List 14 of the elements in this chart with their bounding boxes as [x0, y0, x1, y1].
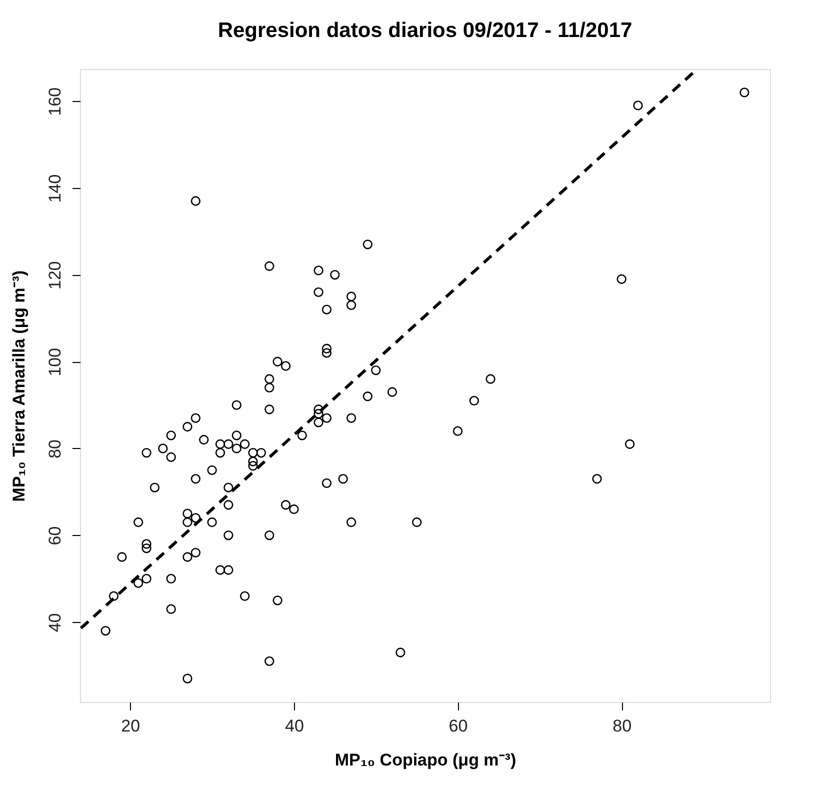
- y-tick-label: 120: [46, 261, 64, 290]
- x-tick-label: 40: [284, 716, 304, 736]
- x-tick-label: 80: [612, 716, 632, 736]
- y-tick-label: 100: [46, 348, 64, 376]
- y-tick-label: 60: [46, 526, 64, 546]
- x-tick-label: 20: [121, 716, 140, 736]
- y-axis-title: MP₁₀ Tierra Amarilla (μg m⁻³): [10, 270, 28, 502]
- y-tick-label: 140: [46, 174, 64, 203]
- y-tick-label: 160: [46, 87, 64, 116]
- x-axis-title: MP₁₀ Copiapo (μg m⁻³): [334, 750, 516, 770]
- x-tick-label: 60: [448, 716, 468, 736]
- y-tick-label: 40: [46, 613, 64, 632]
- y-tick-label: 80: [46, 439, 64, 458]
- chart-title: Regresion datos diarios 09/2017 - 11/2017: [218, 19, 632, 42]
